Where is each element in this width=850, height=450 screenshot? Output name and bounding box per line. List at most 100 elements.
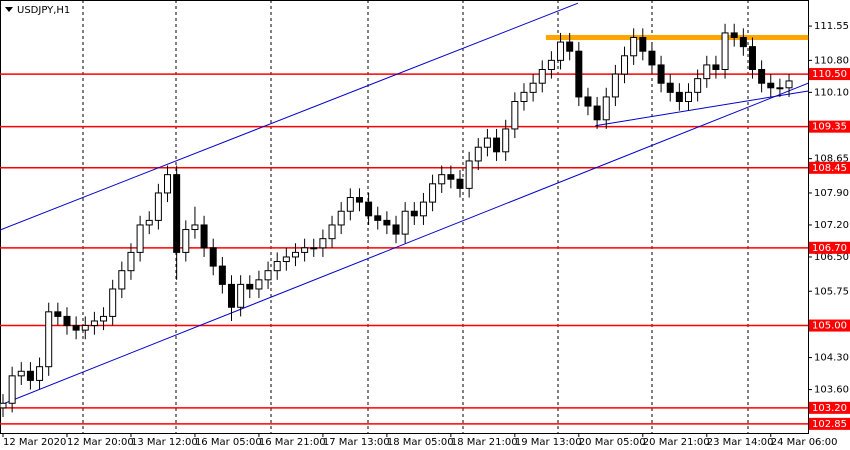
level-label-box [809, 401, 850, 414]
candle-body [209, 247, 217, 267]
candle-body [758, 68, 766, 84]
candle-body [429, 183, 437, 203]
level-label: 106.70 [812, 243, 847, 254]
x-tick-label: 20 Mar 05:00 [579, 437, 646, 448]
candle-body [785, 80, 793, 89]
candle-body [739, 36, 747, 48]
candle-body [8, 375, 16, 404]
x-tick-label: 18 Mar 05:00 [387, 437, 454, 448]
candle-body [584, 96, 592, 107]
x-tick-label: 13 Mar 12:00 [131, 437, 198, 448]
candle-body [237, 283, 245, 308]
candle-body [748, 46, 756, 70]
candle-body [483, 137, 491, 148]
candle-body [228, 283, 235, 308]
candle-body [45, 311, 53, 368]
candle-body [456, 178, 464, 189]
candle-body [109, 288, 117, 317]
candle-body [301, 247, 309, 253]
candle-body [657, 64, 665, 84]
candle-body [127, 251, 135, 272]
candle-body [630, 36, 638, 57]
candle-body [200, 224, 208, 249]
candle-body [36, 366, 44, 381]
x-tick-label: 24 Mar 06:00 [771, 437, 838, 448]
x-tick-label: 20 Mar 21:00 [643, 437, 710, 448]
trend-line [595, 90, 809, 127]
candle-body [346, 197, 354, 212]
level-label-box [809, 161, 850, 174]
y-tick-label: 108.65 [814, 154, 849, 165]
candle-body [511, 101, 519, 130]
level-label: 109.35 [812, 122, 847, 133]
level-label-box [809, 68, 850, 81]
candle-body [154, 192, 162, 221]
candle-body [310, 247, 318, 250]
x-tick-label: 18 Mar 21:00 [451, 437, 518, 448]
level-label: 103.20 [812, 403, 847, 414]
plot-frame [0, 0, 809, 434]
candle-body [54, 311, 62, 317]
candle-body [145, 219, 153, 226]
candle-body [474, 146, 482, 162]
candle-body [538, 68, 546, 84]
candle-body [392, 224, 400, 235]
y-tick-label: 107.20 [814, 220, 849, 231]
y-tick-label: 104.30 [814, 353, 849, 364]
x-tick-label: 16 Mar 05:00 [195, 437, 262, 448]
candle-body [712, 64, 720, 70]
candle-body [26, 370, 34, 381]
candle-body [0, 402, 7, 409]
candle-body [721, 32, 729, 70]
candle-body [328, 224, 336, 240]
candle-body [520, 91, 528, 103]
x-tick-label: 12 Mar 2020 [3, 437, 66, 448]
candle-body [337, 210, 345, 226]
title-arrow [5, 7, 13, 12]
candle-body [182, 229, 190, 253]
candle-body [685, 91, 692, 103]
y-tick-label: 111.55 [814, 21, 849, 32]
candle-body [419, 201, 427, 217]
candle-body [273, 261, 281, 272]
candle-body [355, 197, 363, 203]
candle-body [575, 50, 583, 98]
level-label: 102.85 [812, 419, 847, 430]
candle-body [438, 174, 446, 185]
y-tick-label: 110.10 [814, 87, 849, 98]
candle-body [365, 201, 373, 217]
candle-body [72, 325, 80, 331]
candle-body [291, 251, 299, 258]
day-separators [82, 0, 749, 433]
candle-body [282, 256, 290, 263]
candle-body [767, 82, 775, 89]
candle-body [730, 32, 738, 38]
candle-body [447, 174, 455, 180]
candle-body [648, 50, 656, 66]
candle-body [191, 224, 199, 231]
candle-body [621, 55, 629, 75]
x-tick-label: 19 Mar 13:00 [515, 437, 582, 448]
candle-body [611, 73, 619, 98]
candle-body [136, 224, 144, 253]
candle-body [17, 370, 25, 377]
candle-body [100, 315, 108, 322]
candle-body [593, 105, 601, 121]
chart-title: USDJPY,H1 [17, 5, 70, 16]
candle-body [218, 265, 226, 285]
candle-body [410, 210, 418, 217]
candle-body [63, 315, 71, 327]
y-tick-label: 107.90 [814, 188, 849, 199]
x-tick-label: 16 Mar 21:00 [259, 437, 326, 448]
level-label-box [809, 417, 850, 430]
trend-line [0, 2, 579, 231]
level-label: 105.00 [812, 321, 847, 332]
y-tick-label: 110.80 [814, 55, 849, 66]
trend-line [0, 82, 809, 406]
x-tick-label: 17 Mar 13:00 [323, 437, 390, 448]
y-tick-label: 106.50 [814, 252, 849, 263]
level-label-box [809, 319, 850, 332]
candle-body [502, 128, 510, 153]
level-label: 110.50 [812, 69, 847, 80]
